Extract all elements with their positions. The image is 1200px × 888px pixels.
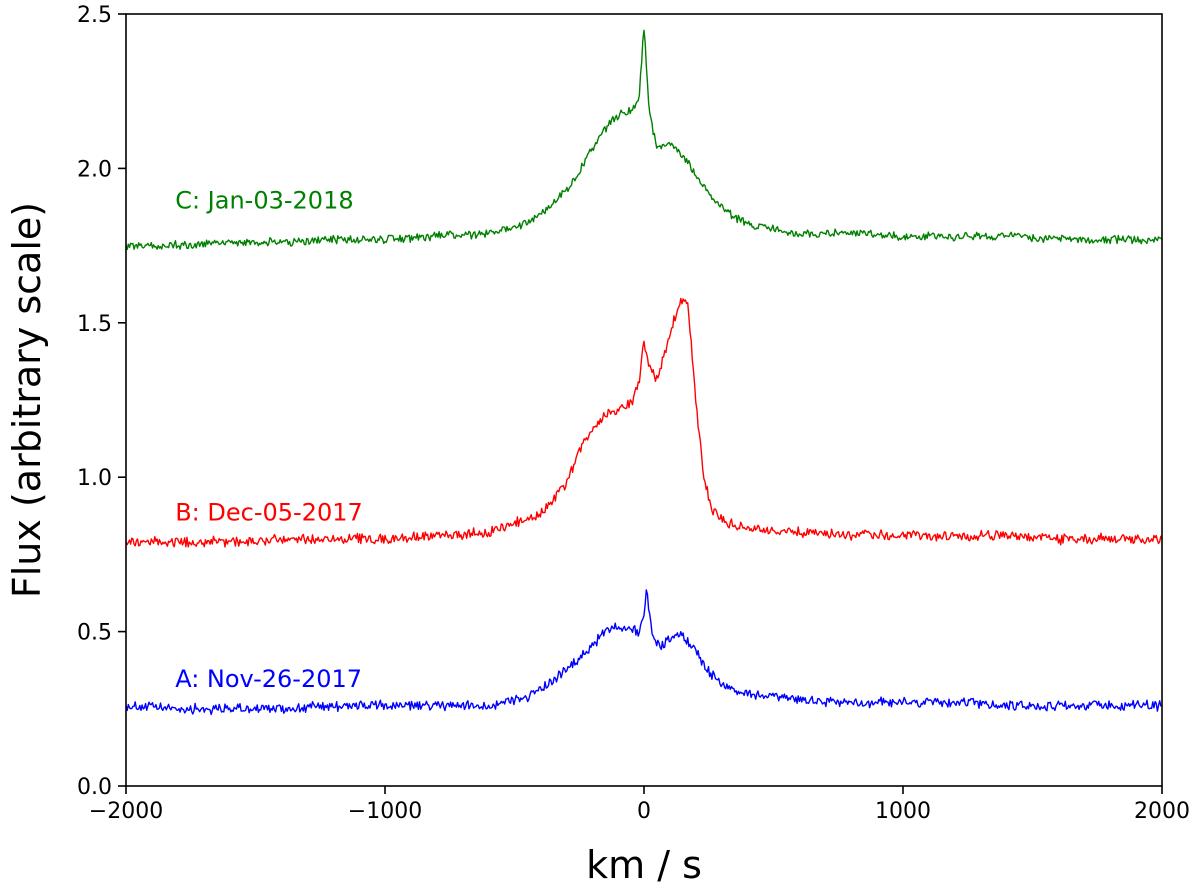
series-label: B: Dec-05-2017	[175, 498, 363, 526]
series-line	[125, 589, 1163, 716]
y-tick-label: 1.0	[77, 466, 112, 491]
x-tick-label: −1000	[348, 799, 422, 824]
series-label: A: Nov-26-2017	[175, 665, 362, 693]
y-axis-title: Flux (arbitrary scale)	[5, 202, 49, 598]
series-layer	[125, 29, 1163, 716]
x-tick-label: 1000	[875, 799, 931, 824]
x-tick-label: 2000	[1134, 799, 1190, 824]
y-tick-label: 0.5	[77, 621, 112, 646]
series-labels: A: Nov-26-2017 B: Dec-05-2017 C: Jan-03-20…	[175, 187, 363, 694]
y-tick-label: 2.5	[77, 3, 112, 28]
ticks-layer: −2000 −1000 0 1000 2000 0.0 0.5 1.0 1.5 2.0 2.5	[77, 3, 1190, 824]
x-tick-label: 0	[637, 799, 651, 824]
series-line	[125, 297, 1163, 548]
x-axis-title: km / s	[586, 843, 702, 887]
x-tick-label: −2000	[89, 799, 163, 824]
y-tick-label: 2.0	[77, 157, 112, 182]
series-label: C: Jan-03-2018	[175, 187, 353, 215]
y-tick-label: 1.5	[77, 312, 112, 337]
y-tick-label: 0.0	[77, 775, 112, 800]
series-line	[125, 29, 1163, 251]
